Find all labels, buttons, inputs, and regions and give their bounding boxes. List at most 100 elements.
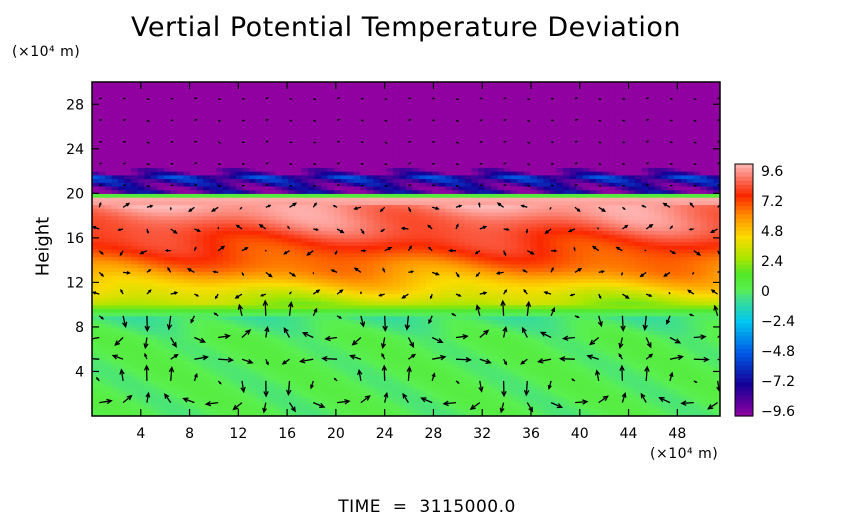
heat-cell	[680, 256, 688, 261]
heat-cell	[268, 293, 276, 298]
heat-cell	[654, 330, 662, 335]
heat-cell	[209, 274, 217, 280]
heat-cell	[137, 278, 145, 283]
heat-cell	[549, 282, 558, 287]
heat-cell	[464, 230, 473, 235]
heat-cell	[615, 408, 623, 413]
heat-cell	[190, 278, 198, 283]
heat-cell	[458, 367, 466, 373]
heat-cell	[667, 226, 675, 232]
heat-cell	[157, 226, 165, 232]
heat-cell	[118, 223, 126, 228]
heat-cell	[314, 367, 322, 373]
heat-cell	[648, 282, 656, 287]
heat-cell	[563, 404, 571, 410]
heat-cell	[621, 230, 630, 235]
heat-cell	[680, 367, 688, 373]
heat-cell	[157, 245, 165, 250]
heat-cell	[124, 360, 132, 365]
heat-cell	[92, 397, 100, 402]
heat-cell	[536, 412, 544, 416]
heat-cell	[203, 367, 211, 373]
heat-cell	[399, 304, 407, 309]
heat-cell	[353, 412, 361, 416]
heat-cell	[249, 282, 257, 287]
heat-cell	[124, 267, 132, 272]
heat-cell	[419, 260, 427, 265]
heat-cell	[595, 386, 603, 391]
heat-cell	[517, 315, 525, 321]
heat-cell	[203, 304, 211, 309]
heat-cell	[530, 237, 538, 243]
heat-cell	[170, 334, 178, 339]
heat-cell	[190, 312, 198, 317]
heat-cell	[177, 304, 185, 309]
heat-cell	[648, 297, 656, 302]
heat-cell	[301, 367, 309, 373]
heat-cell	[92, 367, 100, 373]
heat-cell	[229, 300, 237, 306]
heat-cell	[150, 282, 159, 287]
heat-cell	[569, 326, 577, 332]
heat-cell	[517, 319, 525, 324]
heat-cell	[615, 393, 623, 399]
heat-cell	[131, 393, 139, 399]
heat-cell	[111, 300, 119, 306]
heat-cell	[661, 378, 669, 384]
heat-cell	[569, 278, 577, 283]
heat-cell	[608, 356, 616, 361]
heat-cell	[386, 319, 394, 324]
heat-cell	[700, 312, 708, 317]
heat-cell	[170, 249, 178, 254]
heat-cell	[294, 245, 302, 250]
heat-cell	[425, 234, 433, 239]
heat-cell	[222, 249, 230, 254]
heat-cell	[255, 386, 263, 391]
heat-cell	[399, 234, 407, 239]
heat-cell	[399, 315, 407, 321]
heat-cell	[360, 263, 368, 269]
heat-cell	[419, 367, 427, 373]
heat-cell	[288, 319, 296, 324]
heat-cell	[150, 323, 159, 328]
heat-cell	[209, 330, 217, 335]
heat-cell	[366, 330, 374, 335]
heat-cell	[105, 360, 113, 365]
heat-cell	[235, 267, 244, 272]
heat-cell	[294, 375, 302, 380]
heat-cell	[582, 364, 590, 369]
heat-cell	[595, 326, 603, 332]
heat-cell	[693, 282, 701, 287]
heat-cell	[510, 267, 518, 272]
heat-cell	[477, 241, 486, 246]
heat-cell	[209, 397, 217, 402]
heat-cell	[667, 263, 675, 269]
heat-cell	[412, 293, 420, 298]
heat-cell	[674, 360, 682, 365]
heat-cell	[549, 293, 558, 298]
heat-cell	[281, 375, 289, 380]
heat-cell	[118, 249, 126, 254]
heat-cell	[471, 293, 479, 298]
heat-cell	[543, 256, 551, 261]
heat-cell	[294, 230, 302, 235]
heat-cell	[556, 304, 564, 309]
heat-cell	[687, 237, 695, 243]
heat-cell	[111, 252, 119, 258]
heat-cell	[275, 319, 283, 324]
heat-cell	[556, 230, 564, 235]
heat-cell	[543, 375, 551, 380]
heat-cell	[641, 390, 649, 395]
heat-cell	[432, 345, 440, 350]
heat-cell	[634, 404, 643, 410]
heat-cell	[706, 338, 715, 343]
heat-cell	[216, 226, 224, 232]
heat-cell	[281, 293, 289, 298]
heat-cell	[576, 300, 584, 306]
heat-cell	[157, 312, 165, 317]
heat-cell	[602, 375, 610, 380]
heat-cell	[667, 382, 675, 387]
heat-cell	[464, 267, 473, 272]
heat-cell	[137, 364, 145, 369]
heat-cell	[360, 293, 368, 298]
